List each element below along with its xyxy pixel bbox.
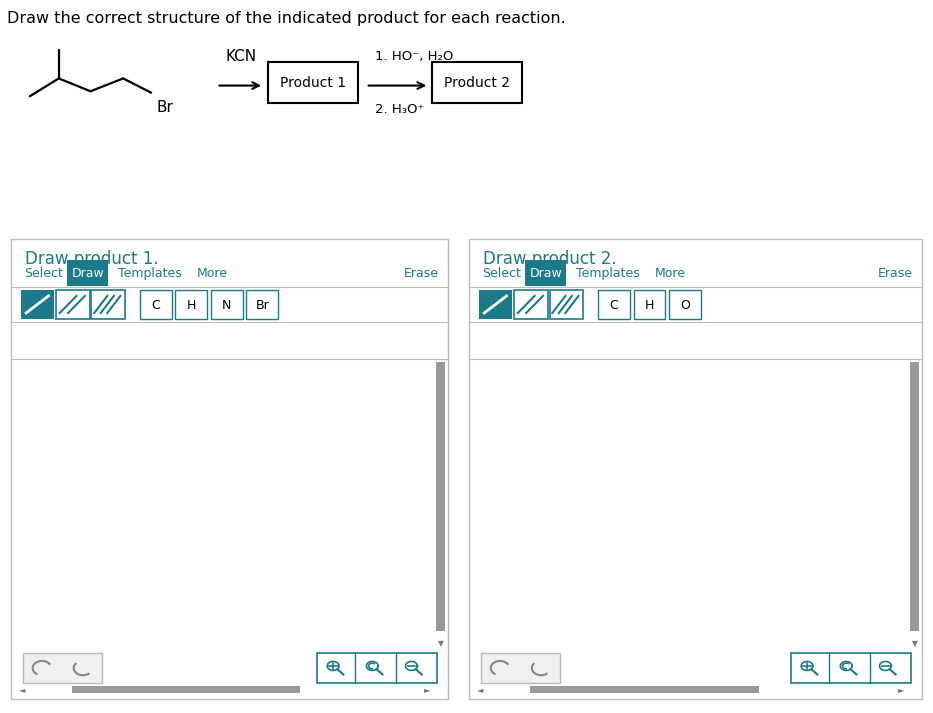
Text: 1. HO⁻, H₂O: 1. HO⁻, H₂O: [375, 50, 453, 63]
Text: Templates: Templates: [576, 267, 639, 279]
Text: ►: ►: [425, 685, 430, 694]
Text: Product 1: Product 1: [280, 76, 346, 90]
Text: Draw product 1.: Draw product 1.: [25, 250, 159, 267]
Bar: [140, 290, 172, 319]
Text: 2. H₃O⁺: 2. H₃O⁺: [375, 103, 425, 116]
Text: C: C: [609, 299, 619, 312]
Bar: [479, 290, 512, 319]
Bar: [791, 653, 911, 683]
Text: Templates: Templates: [118, 267, 181, 279]
Bar: [436, 362, 445, 631]
Bar: [598, 290, 630, 319]
Text: Erase: Erase: [877, 267, 912, 279]
Text: N: N: [222, 299, 231, 312]
Text: Br: Br: [157, 100, 174, 115]
Bar: [525, 260, 566, 286]
Bar: [469, 239, 922, 699]
Text: H: H: [645, 299, 654, 312]
Text: Product 2: Product 2: [444, 76, 510, 90]
Bar: [67, 260, 108, 286]
Bar: [211, 290, 243, 319]
Text: Select: Select: [482, 267, 522, 279]
Text: Draw product 2.: Draw product 2.: [483, 250, 617, 267]
Text: ►: ►: [898, 685, 904, 694]
Text: ▼: ▼: [439, 639, 444, 647]
Bar: [23, 653, 102, 683]
Text: Select: Select: [24, 267, 63, 279]
Text: C: C: [151, 299, 160, 312]
Bar: [634, 290, 665, 319]
Text: Draw: Draw: [71, 267, 104, 279]
Bar: [432, 62, 522, 103]
Bar: [56, 290, 90, 319]
Text: ◄: ◄: [20, 685, 25, 694]
Bar: [72, 686, 300, 693]
Bar: [268, 62, 358, 103]
Bar: [514, 290, 548, 319]
Text: H: H: [187, 299, 196, 312]
Text: Draw: Draw: [529, 267, 563, 279]
Text: ◄: ◄: [478, 685, 483, 694]
Text: Br: Br: [256, 299, 269, 312]
Bar: [910, 362, 919, 631]
Bar: [550, 290, 583, 319]
Text: More: More: [655, 267, 686, 279]
Bar: [246, 290, 278, 319]
Bar: [11, 239, 448, 699]
Bar: [669, 290, 701, 319]
Text: More: More: [197, 267, 228, 279]
Text: O: O: [680, 299, 689, 312]
Bar: [317, 653, 437, 683]
Text: KCN: KCN: [225, 49, 257, 64]
Bar: [481, 653, 560, 683]
Text: Erase: Erase: [403, 267, 439, 279]
Text: ▼: ▼: [912, 639, 918, 647]
Bar: [21, 290, 54, 319]
Bar: [91, 290, 125, 319]
Text: Draw the correct structure of the indicated product for each reaction.: Draw the correct structure of the indica…: [7, 11, 566, 26]
Bar: [530, 686, 759, 693]
Bar: [175, 290, 207, 319]
